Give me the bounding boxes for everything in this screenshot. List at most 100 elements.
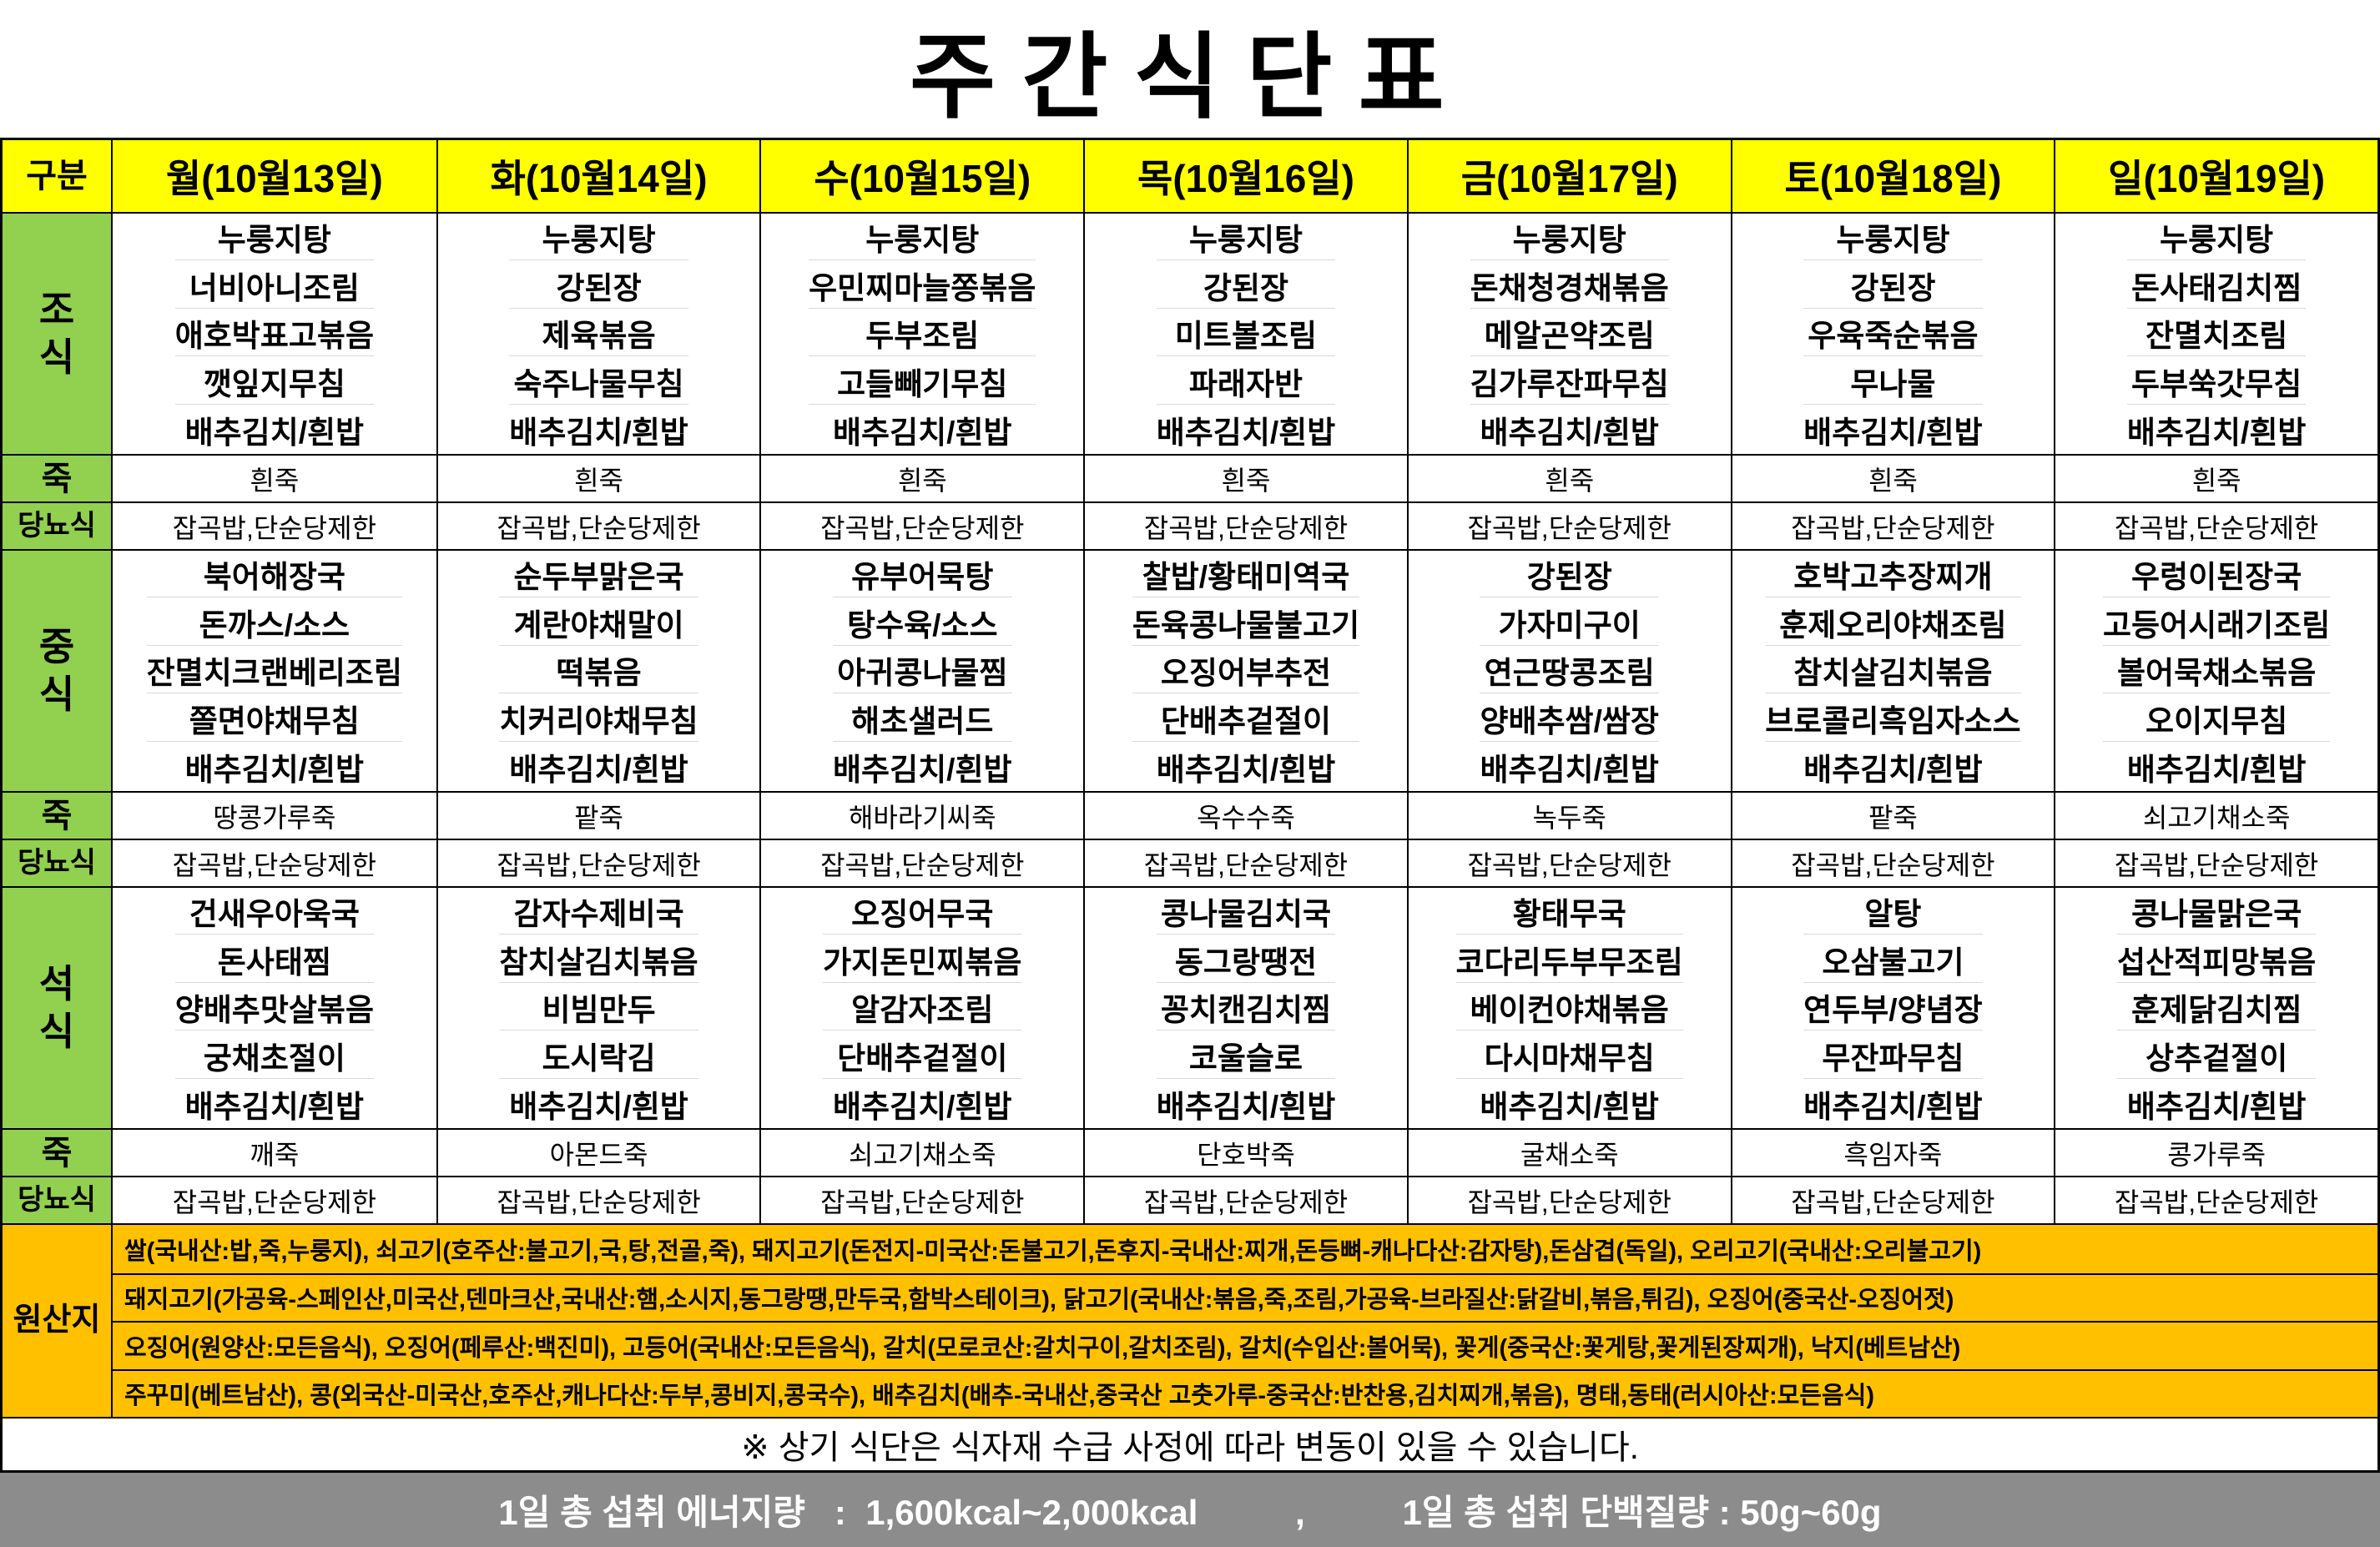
breakfast-day-6-item-3: 두부쑥갓무침 (2126, 359, 2307, 406)
daily-intake-footer: 1일 총 섭취 에너지량 : 1,600kcal~2,000kcal , 1일 … (0, 1473, 2380, 1547)
breakfast-label: 조 식 (3, 214, 113, 454)
page-title: 주간식단표 (910, 24, 1470, 129)
breakfast-day-6: 누룽지탕 돈사태김치찜 잔멸치조림 두부쑥갓무침 배추김치/흰밥 (2054, 214, 2377, 454)
diabetic-breakfast-day-2: 잡곡밥,단순당제한 (759, 503, 1083, 549)
dinner-day-0-item-4: 배추김치/흰밥 (184, 1090, 365, 1125)
porridge-breakfast-days: 흰죽 흰죽 흰죽 흰죽 흰죽 흰죽 흰죽 (113, 456, 2377, 501)
diabetic-dinner-day-4: 잡곡밥,단순당제한 (1406, 1177, 1731, 1223)
lunch-day-6: 우렁이된장국 고등어시래기조림 볼어묵채소볶음 오이지무침 배추김치/흰밥 (2054, 551, 2377, 791)
dinner-day-4-item-3: 다시마채무침 (1455, 1033, 1683, 1080)
porridge-dinner-label: 죽 (3, 1130, 113, 1176)
breakfast-day-1-item-2: 제육볶음 (509, 310, 688, 357)
porridge-lunch-day-1: 팥죽 (436, 793, 760, 839)
dinner-day-3-item-2: 꽁치캔김치찜 (1156, 985, 1336, 1031)
dinner-day-0: 건새우아욱국 돈사태찜 양배추맛살볶음 궁채초절이 배추김치/흰밥 (113, 888, 436, 1128)
diabetic-breakfast-day-3: 잡곡밥,단순당제한 (1083, 503, 1407, 549)
dinner-day-5-item-1: 오삼불고기 (1803, 937, 1983, 983)
header-days: 월(10월13일) 화(10월14일) 수(10월15일) 목(10월16일) 금(10… (113, 140, 2377, 212)
porridge-breakfast-day-4: 흰죽 (1406, 456, 1731, 501)
origin-row: 원산지 쌀(국내산:밥,죽,누룽지), 쇠고기(호주산:불고기,국,탕,전골,죽… (3, 1225, 2377, 1419)
dinner-day-2-item-4: 배추김치/흰밥 (833, 1090, 1012, 1125)
lunch-day-2-item-4: 배추김치/흰밥 (833, 753, 1012, 788)
header-day-5: 토(10월18일) (1730, 140, 2055, 212)
porridge-lunch-day-5: 팥죽 (1730, 793, 2055, 839)
dinner-day-5-item-0: 알탕 (1803, 889, 1983, 935)
header-day-3: 목(10월16일) (1083, 140, 1407, 212)
diabetic-dinner-day-6: 잡곡밥,단순당제한 (2054, 1177, 2377, 1223)
dinner-days: 건새우아욱국 돈사태찜 양배추맛살볶음 궁채초절이 배추김치/흰밥 감자수제비국 참치살김치… (113, 888, 2377, 1128)
dinner-day-0-item-2: 양배추맛살볶음 (174, 985, 374, 1031)
porridge-lunch-day-2: 해바라기씨죽 (759, 793, 1083, 839)
footnote-text: ※ 상기 식단은 식자재 수급 사정에 따라 변동이 있을 수 있습니다. (741, 1429, 1639, 1466)
diabetic-dinner-day-2: 잡곡밥,단순당제한 (759, 1177, 1083, 1223)
dinner-day-2-item-3: 단배추겉절이 (823, 1033, 1022, 1080)
breakfast-day-2-item-0: 누룽지탕 (809, 214, 1036, 261)
lunch-day-6-item-1: 고등어시래기조림 (2102, 600, 2331, 646)
origin-line-3: 오징어(원양산:모든음식), 오징어(페루산:백진미), 고등어(국내산:모든음… (113, 1321, 2377, 1369)
lunch-day-4-item-2: 연근땅콩조림 (1480, 648, 1659, 694)
dinner-label: 석 식 (3, 888, 113, 1128)
lunch-day-0-item-0: 북어해장국 (146, 552, 403, 598)
diabetic-breakfast-day-6: 잡곡밥,단순당제한 (2054, 503, 2377, 549)
dinner-day-5-item-4: 배추김치/흰밥 (1803, 1090, 1983, 1125)
breakfast-day-4-item-0: 누룽지탕 (1470, 214, 1669, 261)
breakfast-day-2: 누룽지탕 우민찌마늘쫑볶음 두부조림 고들빼기무침 배추김치/흰밥 (759, 214, 1083, 454)
lunch-day-2-item-2: 아귀콩나물찜 (833, 648, 1012, 694)
lunch-day-1-item-0: 순두부맑은국 (499, 552, 698, 598)
dinner-day-6-item-4: 배추김치/흰밥 (2126, 1090, 2307, 1125)
breakfast-day-3-item-1: 강된장 (1156, 263, 1336, 309)
lunch-day-5: 호박고추장찌개 훈제오리야채조림 참치살김치볶음 브로콜리흑임자소스 배추김치/흰밥 (1730, 551, 2055, 791)
origin-label: 원산지 (3, 1225, 113, 1417)
breakfast-day-4-item-1: 돈채청경채볶음 (1470, 263, 1669, 309)
breakfast-day-3-item-3: 파래자반 (1156, 359, 1336, 406)
lunch-day-5-item-1: 훈제오리야채조림 (1765, 600, 2021, 646)
dinner-day-5-item-3: 무잔파무침 (1803, 1033, 1983, 1080)
header-day-1: 화(10월14일) (436, 140, 760, 212)
lunch-label: 중 식 (3, 551, 113, 791)
breakfast-day-0-item-0: 누룽지탕 (174, 214, 374, 261)
porridge-breakfast-day-3: 흰죽 (1083, 456, 1407, 501)
dinner-day-1-item-1: 참치살김치볶음 (499, 937, 698, 983)
dinner-day-3-item-4: 배추김치/흰밥 (1156, 1090, 1336, 1125)
lunch-day-5-item-3: 브로콜리흑임자소스 (1765, 696, 2021, 743)
breakfast-day-1-item-4: 배추김치/흰밥 (509, 416, 688, 451)
diabetic-breakfast-day-4: 잡곡밥,단순당제한 (1406, 503, 1731, 549)
daily-intake-text: 1일 총 섭취 에너지량 : 1,600kcal~2,000kcal , 1일 … (498, 1493, 1882, 1532)
diabetic-lunch-day-6: 잡곡밥,단순당제한 (2054, 840, 2377, 886)
lunch-day-1-item-2: 떡볶음 (499, 648, 698, 694)
porridge-lunch-day-4: 녹두죽 (1406, 793, 1731, 839)
dinner-day-6-item-0: 콩나물맑은국 (2117, 889, 2317, 935)
dinner-day-1: 감자수제비국 참치살김치볶음 비빔만두 도시락김 배추김치/흰밥 (436, 888, 760, 1128)
breakfast-day-1-item-1: 강된장 (509, 263, 688, 309)
lunch-day-2-item-3: 해초샐러드 (833, 696, 1012, 743)
diabetic-breakfast-row: 당뇨식 잡곡밥,단순당제한 잡곡밥,단순당제한 잡곡밥,단순당제한 잡곡밥,단순당제한… (3, 503, 2377, 551)
lunch-day-3-item-1: 돈육콩나물불고기 (1132, 600, 1360, 646)
breakfast-day-5: 누룽지탕 강된장 우육죽순볶음 무나물 배추김치/흰밥 (1730, 214, 2055, 454)
diabetic-dinner-day-0: 잡곡밥,단순당제한 (172, 1187, 377, 1217)
lunch-day-2-item-0: 유부어묵탕 (833, 552, 1012, 598)
diabetic-lunch-day-5: 잡곡밥,단순당제한 (1730, 840, 2055, 886)
diabetic-lunch-label: 당뇨식 (3, 840, 113, 886)
porridge-dinner-day-2: 쇠고기채소죽 (759, 1130, 1083, 1176)
breakfast-day-2-item-3: 고들빼기무침 (809, 359, 1036, 406)
porridge-lunch-label: 죽 (3, 793, 113, 839)
dinner-day-1-item-3: 도시락김 (499, 1033, 698, 1080)
breakfast-day-4-item-2: 메알곤약조림 (1470, 310, 1669, 357)
dinner-day-2-item-0: 오징어무국 (823, 889, 1022, 935)
breakfast-day-1: 누룽지탕 강된장 제육볶음 숙주나물무침 배추김치/흰밥 (436, 214, 760, 454)
lunch-day-1-item-4: 배추김치/흰밥 (509, 753, 688, 788)
diabetic-lunch-day-3: 잡곡밥,단순당제한 (1083, 840, 1407, 886)
breakfast-row: 조 식 누룽지탕 너비아니조림 애호박표고볶음 깻잎지무침 배추김치/흰밥 누룽지탕 강된장… (3, 214, 2377, 456)
lunch-day-4-item-4: 배추김치/흰밥 (1480, 753, 1659, 788)
header-day-4: 금(10월17일) (1406, 140, 1731, 212)
lunch-day-3: 찰밥/황태미역국 돈육콩나물불고기 오징어부추전 단배추겉절이 배추김치/흰밥 (1083, 551, 1407, 791)
breakfast-day-3-item-0: 누룽지탕 (1156, 214, 1336, 261)
lunch-day-5-item-2: 참치살김치볶음 (1765, 648, 2021, 694)
dinner-day-1-item-2: 비빔만두 (499, 985, 698, 1031)
diabetic-lunch-day-0: 잡곡밥,단순당제한 (172, 849, 377, 880)
porridge-breakfast-day-0: 흰죽 (250, 465, 300, 496)
porridge-lunch-day-3: 옥수수죽 (1083, 793, 1407, 839)
breakfast-days: 누룽지탕 너비아니조림 애호박표고볶음 깻잎지무침 배추김치/흰밥 누룽지탕 강된장 제육볶음… (113, 214, 2377, 454)
dinner-day-1-item-4: 배추김치/흰밥 (509, 1090, 688, 1125)
